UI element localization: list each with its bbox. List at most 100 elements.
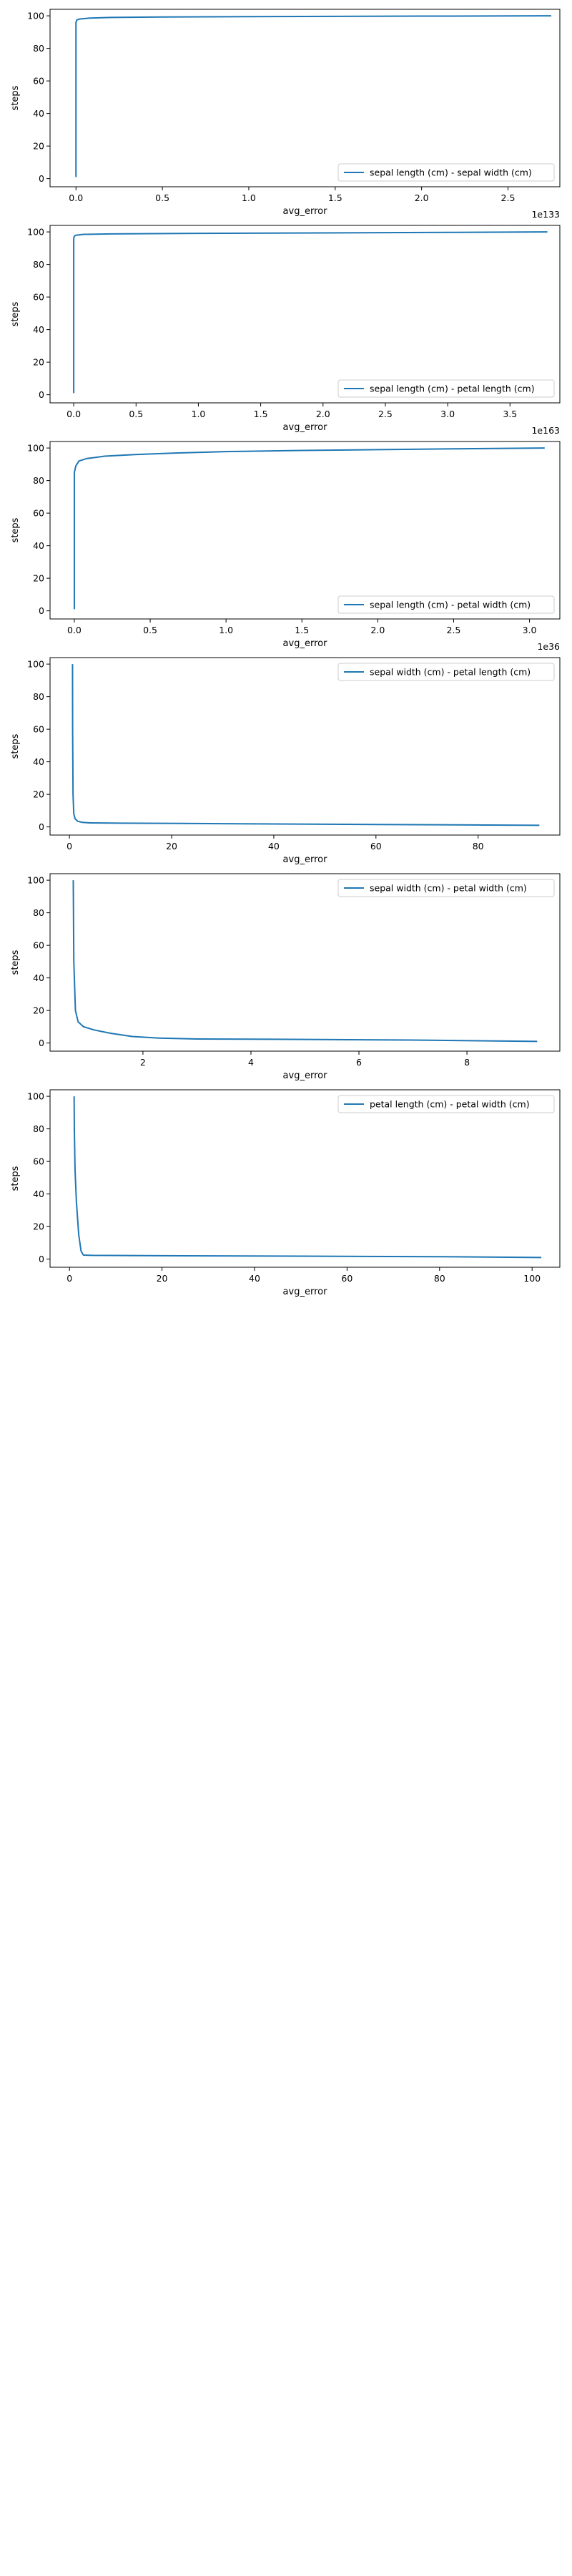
y-tick-label: 40 [33, 972, 44, 983]
x-tick-label: 20 [157, 1273, 168, 1284]
x-tick-label: 0 [66, 1273, 72, 1284]
y-tick-label: 20 [33, 573, 44, 584]
x-tick-label: 2.0 [370, 625, 385, 635]
series-line-1 [72, 880, 538, 1043]
y-tick-label: 100 [27, 659, 44, 670]
axes-frame [49, 657, 561, 836]
x-tick-label: 60 [370, 841, 382, 852]
x-tick-label: 0.0 [66, 409, 81, 419]
x-tick-label: 2 [140, 1057, 146, 1068]
x-tick-label: 3.0 [440, 409, 455, 419]
legend-box [337, 163, 555, 182]
y-tick-label: 40 [33, 108, 44, 119]
y-tick-label: 0 [39, 1038, 44, 1048]
x-tick-label: 40 [268, 841, 280, 852]
x-offset-label: 1e133 [531, 209, 560, 220]
y-tick-label: 60 [33, 292, 44, 303]
legend-entry: petal length (cm) - petal width (cm) [370, 1099, 530, 1110]
legend: sepal length (cm) - sepal width (cm) [337, 163, 555, 182]
y-tick-label: 0 [39, 173, 44, 184]
y-tick-label: 60 [33, 1156, 44, 1167]
x-tick-label: 2.0 [415, 192, 429, 203]
x-offset-label: 1e163 [531, 425, 560, 436]
x-tick-label: 0 [66, 841, 72, 852]
x-tick-label: 1.5 [254, 409, 268, 419]
y-tick-label: 20 [33, 1005, 44, 1016]
x-tick-label: 0.0 [69, 192, 83, 203]
y-tick-label: 0 [39, 821, 44, 832]
legend-box [337, 379, 555, 398]
y-tick-label: 100 [27, 1091, 44, 1102]
x-tick-label: 2.0 [316, 409, 330, 419]
y-tick-label: 20 [33, 141, 44, 152]
y-axis-label: steps [10, 950, 21, 975]
y-tick-label: 40 [33, 1189, 44, 1199]
axes-frame [49, 441, 561, 620]
x-tick-label: 4 [248, 1057, 254, 1068]
y-tick-label: 100 [27, 875, 44, 886]
x-axis-label: avg_error [283, 206, 328, 217]
y-tick-label: 20 [33, 357, 44, 368]
subplot-2: 0.0 0.5 1.0 1.5 2.0 2.5 3.0 3.5 0 20 40 60 80 100 avg_… [10, 225, 561, 436]
x-axis-label: avg_error [283, 854, 328, 865]
y-tick-label: 100 [27, 227, 44, 238]
axes-frame [49, 1089, 561, 1268]
y-axis-label: steps [10, 733, 21, 758]
y-tick-label: 80 [33, 259, 44, 270]
legend-entry: sepal width (cm) - petal length (cm) [370, 667, 531, 678]
x-tick-label: 2.5 [378, 409, 393, 419]
x-tick-label: 20 [166, 841, 177, 852]
legend: petal length (cm) - petal width (cm) [337, 1095, 555, 1113]
y-axis-label: steps [10, 1166, 21, 1191]
y-tick-label: 80 [33, 475, 44, 486]
y-tick-label: 40 [33, 324, 44, 335]
legend-box [337, 595, 555, 614]
y-tick-label: 100 [27, 11, 44, 21]
y-tick-label: 80 [33, 907, 44, 918]
y-tick-label: 60 [33, 940, 44, 951]
x-tick-label: 0.0 [67, 625, 82, 635]
y-tick-label: 0 [39, 389, 44, 400]
y-tick-label: 60 [33, 76, 44, 87]
y-tick-label: 60 [33, 508, 44, 519]
x-tick-label: 60 [341, 1273, 352, 1284]
legend-entry: sepal length (cm) - petal length (cm) [370, 384, 535, 394]
x-tick-label: 6 [356, 1057, 362, 1068]
y-tick-label: 40 [33, 756, 44, 767]
legend-box [337, 663, 555, 681]
subplot-1: 0.0 0.5 1.0 1.5 2.0 2.5 0 20 40 60 80 100 avg_error s… [10, 9, 561, 220]
legend-box [337, 879, 555, 897]
x-tick-label: 1.0 [242, 192, 256, 203]
y-tick-label: 80 [33, 691, 44, 702]
x-axis-label: avg_error [283, 638, 328, 649]
axes-frame [49, 9, 561, 187]
series-line-1 [75, 15, 551, 177]
y-tick-label: 80 [33, 43, 44, 54]
legend-box [337, 1095, 555, 1113]
x-axis-label: avg_error [283, 1287, 328, 1297]
legend: sepal length (cm) - petal width (cm) [337, 595, 555, 614]
series-line-1 [73, 231, 548, 394]
y-tick-label: 20 [33, 789, 44, 800]
x-tick-label: 8 [464, 1057, 470, 1068]
legend-entry: sepal length (cm) - petal width (cm) [370, 600, 531, 610]
axes-frame [49, 873, 561, 1052]
x-tick-label: 3.0 [523, 625, 537, 635]
series-line-1 [73, 1096, 542, 1259]
legend: sepal width (cm) - petal length (cm) [337, 663, 555, 681]
y-tick-label: 20 [33, 1221, 44, 1232]
x-tick-label: 2.5 [447, 625, 461, 635]
series-line-1 [73, 447, 545, 610]
x-tick-label: 0.5 [129, 409, 143, 419]
x-axis-label: avg_error [283, 422, 328, 433]
x-tick-label: 0.5 [143, 625, 157, 635]
x-offset-label: 1e36 [537, 641, 560, 652]
x-tick-label: 1.0 [192, 409, 206, 419]
x-tick-label: 0.5 [155, 192, 169, 203]
x-tick-label: 100 [523, 1273, 541, 1284]
x-tick-label: 3.5 [503, 409, 517, 419]
y-tick-label: 0 [39, 605, 44, 616]
subplot-3: 0.0 0.5 1.0 1.5 2.0 2.5 3.0 0 20 40 60 80 100 avg_err… [10, 441, 561, 652]
y-tick-label: 0 [39, 1254, 44, 1264]
